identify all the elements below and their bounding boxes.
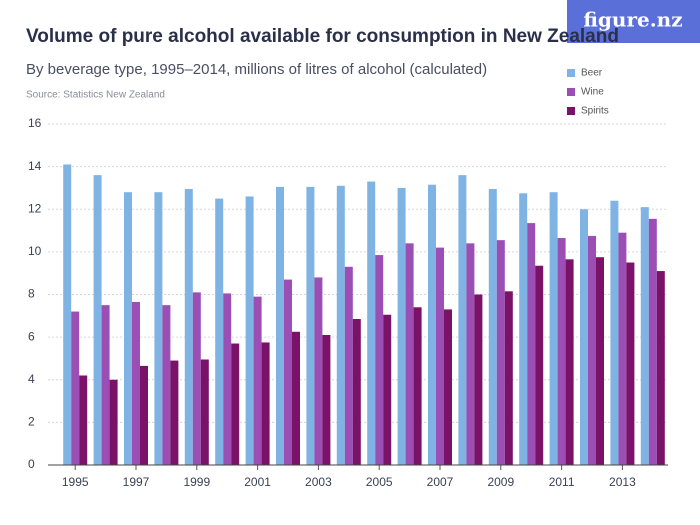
bar [458,175,467,465]
bar [192,292,201,465]
x-tick-label: 2013 [609,475,636,489]
bar [428,184,436,465]
legend-swatch [567,107,575,115]
logo: figure.nz [583,8,682,32]
bar [504,291,513,465]
x-tick-label: 2005 [366,475,393,489]
bar [306,186,315,465]
x-tick-label: 1995 [62,475,89,489]
bar [253,296,262,465]
bar [519,193,528,465]
bar [132,301,140,465]
source: Source: Statistics New Zealand [26,90,165,101]
x-tick-label: 2007 [427,475,454,489]
bar [200,359,209,465]
bar [648,218,657,465]
bar [626,262,635,465]
legend-label: Wine [581,87,604,98]
logo-box [567,0,700,43]
bar [557,238,566,465]
bar [140,365,148,465]
bar [474,294,483,465]
x-tick-label: 2009 [487,475,514,489]
bar [618,232,627,465]
chart-title: Volume of pure alcohol available for con… [26,26,619,47]
bar [231,343,240,465]
legend-label: Beer [581,68,603,79]
bar [63,164,72,465]
bar [352,319,361,465]
bar [565,259,574,465]
x-tick-label: 1997 [123,475,150,489]
bar [276,186,284,465]
bar [314,277,323,465]
bar [488,189,497,466]
y-tick-label: 16 [28,116,42,130]
bar [596,257,604,465]
bar [549,192,558,465]
bar [292,331,300,465]
bar [375,255,384,465]
legend-swatch [567,88,575,96]
bar [367,181,376,465]
bar [124,192,132,465]
y-tick-label: 2 [28,415,35,429]
legend-label: Spirits [581,106,609,117]
bar [588,235,596,465]
bar [101,305,110,465]
bar [223,293,232,465]
bar [610,200,619,465]
bar [397,187,406,465]
y-tick-label: 10 [28,244,42,258]
bar [245,196,254,465]
bar [344,266,353,465]
bar [71,311,80,465]
bar [405,243,414,465]
y-tick-label: 8 [28,287,35,301]
bar [184,189,193,466]
bar [154,192,163,465]
bar [496,240,505,465]
bar [535,265,544,465]
bar [580,209,588,465]
bar [527,223,536,465]
x-tick-label: 2001 [244,475,271,489]
bar [336,185,345,465]
x-tick-label: 2003 [305,475,332,489]
bar [162,305,171,465]
bar [284,279,292,465]
x-tick-label: 1999 [183,475,210,489]
bar [640,207,649,465]
bar [215,198,224,465]
bar [261,342,270,465]
bar [93,175,102,465]
bar [436,247,444,465]
bar [444,309,452,465]
chart-subtitle: By beverage type, 1995–2014, millions of… [26,61,487,78]
y-tick-label: 14 [28,159,42,173]
bar [322,334,331,465]
bar [79,375,88,465]
bar [170,360,179,465]
y-tick-label: 4 [28,372,35,386]
y-tick-label: 0 [28,457,35,471]
bar [109,379,118,465]
x-tick-label: 2011 [549,475,575,489]
bar [466,243,475,465]
bar [383,314,392,465]
bar [656,271,665,465]
legend-swatch [567,69,575,77]
y-tick-label: 6 [28,329,35,343]
y-tick-label: 12 [28,201,42,215]
bar [413,307,422,465]
